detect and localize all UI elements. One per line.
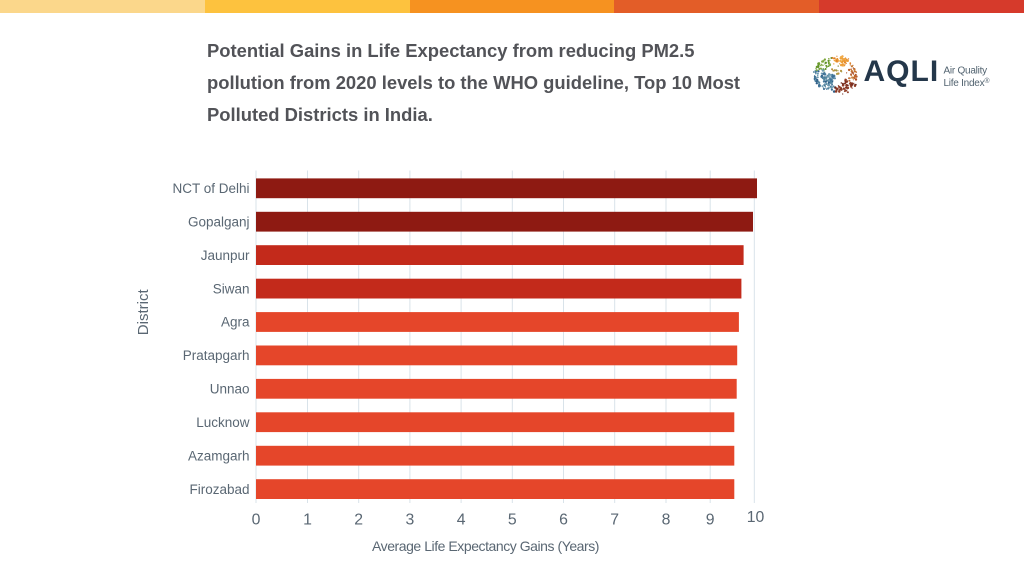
svg-text:8: 8 (662, 511, 671, 528)
svg-text:AQLI: AQLI (864, 55, 940, 88)
svg-text:5: 5 (508, 511, 517, 528)
svg-text:Gopalganj: Gopalganj (188, 214, 250, 229)
svg-text:6: 6 (559, 511, 568, 528)
svg-text:Agra: Agra (221, 315, 250, 330)
svg-text:Lucknow: Lucknow (196, 415, 250, 430)
svg-text:Azamgarh: Azamgarh (188, 448, 250, 463)
svg-text:NCT of Delhi: NCT of Delhi (172, 181, 249, 196)
svg-text:Pratapgarh: Pratapgarh (183, 348, 250, 363)
svg-text:9: 9 (706, 511, 715, 528)
svg-text:10: 10 (747, 509, 765, 526)
svg-text:0: 0 (252, 511, 261, 528)
svg-text:District: District (135, 289, 152, 336)
svg-text:Air Quality: Air Quality (944, 66, 988, 77)
svg-text:Jaunpur: Jaunpur (201, 248, 250, 263)
svg-text:2: 2 (354, 511, 363, 528)
svg-text:Unnao: Unnao (210, 382, 250, 397)
svg-text:Life Index®: Life Index® (944, 77, 991, 89)
svg-text:Siwan: Siwan (213, 281, 250, 296)
svg-text:7: 7 (610, 511, 619, 528)
svg-text:1: 1 (303, 511, 312, 528)
svg-text:4: 4 (457, 511, 466, 528)
svg-text:Firozabad: Firozabad (189, 482, 249, 497)
svg-text:3: 3 (406, 511, 415, 528)
svg-text:Average Life Expectancy Gains: Average Life Expectancy Gains (Years) (372, 538, 599, 554)
